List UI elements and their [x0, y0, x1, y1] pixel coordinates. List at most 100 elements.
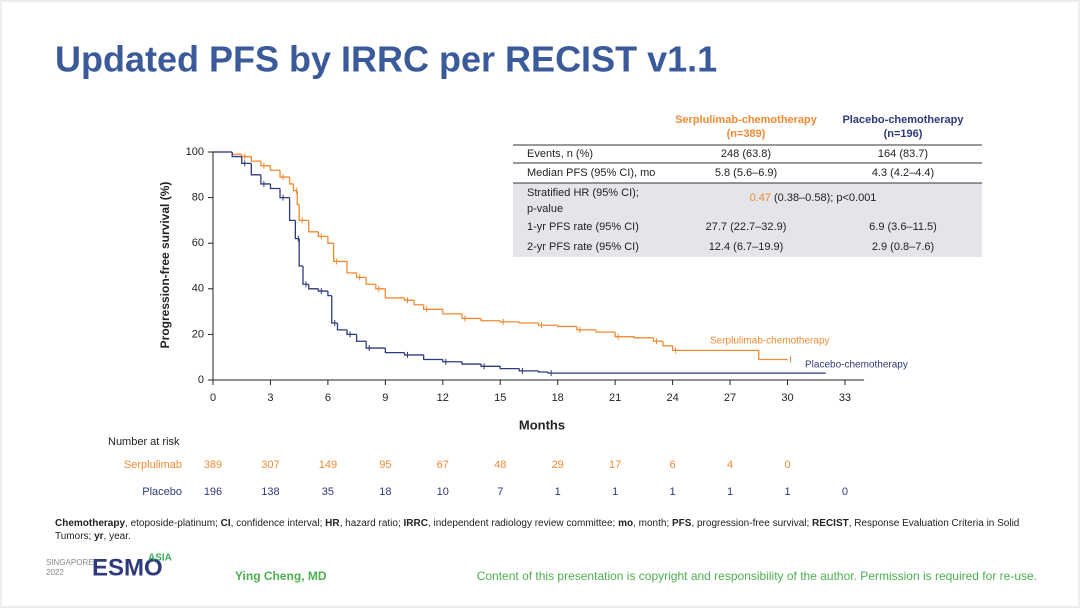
km-step — [317, 231, 328, 238]
risk-value: 10 — [437, 486, 449, 498]
risk-value: 389 — [204, 459, 222, 471]
km-step — [461, 361, 482, 365]
km-step — [346, 329, 357, 336]
km-step — [671, 345, 759, 352]
km-step — [355, 272, 367, 279]
table-row-label: 1-yr PFS rate (95% CI) — [527, 221, 639, 233]
table-row-label: Median PFS (95% CI), mo — [527, 167, 655, 179]
km-step — [279, 188, 290, 199]
x-axis-label: Months — [519, 417, 565, 432]
y-tick-label: 40 — [192, 283, 204, 295]
table-column-name: Placebo-chemotherapy — [842, 114, 964, 126]
km-step — [327, 291, 332, 297]
km-step — [288, 177, 294, 185]
km-step — [365, 277, 376, 285]
km-step — [298, 238, 304, 267]
km-step — [231, 152, 242, 158]
table-row-label: Events, n (%) — [527, 148, 593, 160]
km-step — [375, 284, 386, 290]
risk-value: 307 — [261, 459, 279, 471]
km-step — [327, 236, 334, 244]
km-step — [332, 243, 348, 263]
table-cell: 5.8 (5.6–6.9) — [715, 167, 777, 179]
table-cell: 248 (63.8) — [721, 148, 771, 160]
footnote-text: , month; — [633, 518, 672, 529]
km-step — [595, 329, 616, 333]
logo-main: ESMO — [92, 554, 163, 581]
km-step — [442, 309, 462, 315]
km-step — [250, 156, 261, 162]
table-cell: 12.4 (6.7–19.9) — [709, 241, 784, 253]
km-step — [499, 366, 520, 370]
y-tick-label: 20 — [192, 328, 204, 340]
risk-value: 7 — [497, 486, 503, 498]
km-step — [346, 261, 357, 274]
km-step — [241, 154, 252, 158]
km-step — [296, 190, 300, 206]
x-tick-label: 18 — [552, 392, 564, 404]
logo-region: ASIA — [148, 553, 172, 564]
km-step — [423, 304, 443, 310]
table-cell: 6.9 (3.6–11.5) — [869, 221, 937, 233]
km-step — [250, 163, 261, 176]
km-step — [662, 341, 673, 347]
table-row-label: 2-yr PFS rate (95% CI) — [527, 241, 639, 253]
footnote-term: Chemotherapy — [55, 518, 126, 529]
km-step — [557, 325, 577, 328]
footnote-text: , year. — [103, 531, 131, 542]
footnote-text: , confidence interval; — [230, 518, 326, 529]
footnote-term: HR — [325, 518, 340, 529]
y-tick-label: 60 — [192, 237, 204, 249]
risk-value: 6 — [670, 459, 676, 471]
km-step — [403, 297, 415, 301]
footnote-text: , hazard ratio; — [339, 518, 404, 529]
footer: SINGAPORE 2022 ESMO ASIA Ying Cheng, MD … — [46, 553, 1037, 584]
km-step — [403, 352, 424, 356]
risk-value: 0 — [842, 486, 848, 498]
x-tick-label: 27 — [724, 392, 736, 404]
table-cell: 4.3 (4.2–4.4) — [872, 167, 934, 179]
km-step — [298, 204, 309, 222]
km-step — [758, 350, 788, 361]
km-step — [461, 313, 482, 320]
x-tick-label: 6 — [325, 392, 331, 404]
x-tick-label: 0 — [210, 392, 216, 404]
risk-value: 18 — [379, 486, 391, 498]
risk-value: 1 — [555, 486, 561, 498]
km-step — [413, 300, 424, 306]
km-step — [423, 354, 443, 361]
km-step — [260, 161, 271, 167]
risk-value: 4 — [727, 459, 733, 471]
table-row-label: p-value — [527, 203, 563, 215]
x-tick-label: 30 — [781, 392, 793, 404]
risk-value: 196 — [204, 486, 222, 498]
footnote-text: , etoposide-platinum; — [125, 518, 221, 529]
footnote-term: PFS — [671, 518, 692, 529]
hr-cell: 0.47 (0.38–0.58); p<0.001 — [750, 192, 877, 204]
footnote: Chemotherapy, etoposide-platinum; CI, co… — [55, 517, 1035, 543]
table-shade — [513, 183, 982, 257]
km-step — [317, 288, 328, 292]
x-tick-label: 24 — [666, 392, 678, 404]
y-axis-label: Progression-free survival (%) — [158, 182, 172, 349]
km-step — [633, 336, 654, 339]
copyright: Content of this presentation is copyrigh… — [477, 569, 1037, 583]
footnote-term: IRRC — [403, 518, 428, 529]
risk-value: 1 — [784, 486, 790, 498]
footnote-term: RECIST — [812, 518, 849, 529]
km-step — [442, 359, 462, 363]
km-step — [480, 318, 501, 322]
y-tick-label: 100 — [186, 146, 204, 158]
x-tick-label: 21 — [609, 392, 621, 404]
km-step — [336, 323, 348, 331]
risk-value: 95 — [379, 459, 391, 471]
footnote-text: , independent radiology review committee… — [427, 518, 619, 529]
risk-value: 35 — [322, 486, 334, 498]
risk-value: 17 — [609, 459, 621, 471]
risk-value: 0 — [784, 459, 790, 471]
author: Ying Cheng, MD — [235, 569, 327, 583]
logo-year: 2022 — [46, 568, 64, 577]
